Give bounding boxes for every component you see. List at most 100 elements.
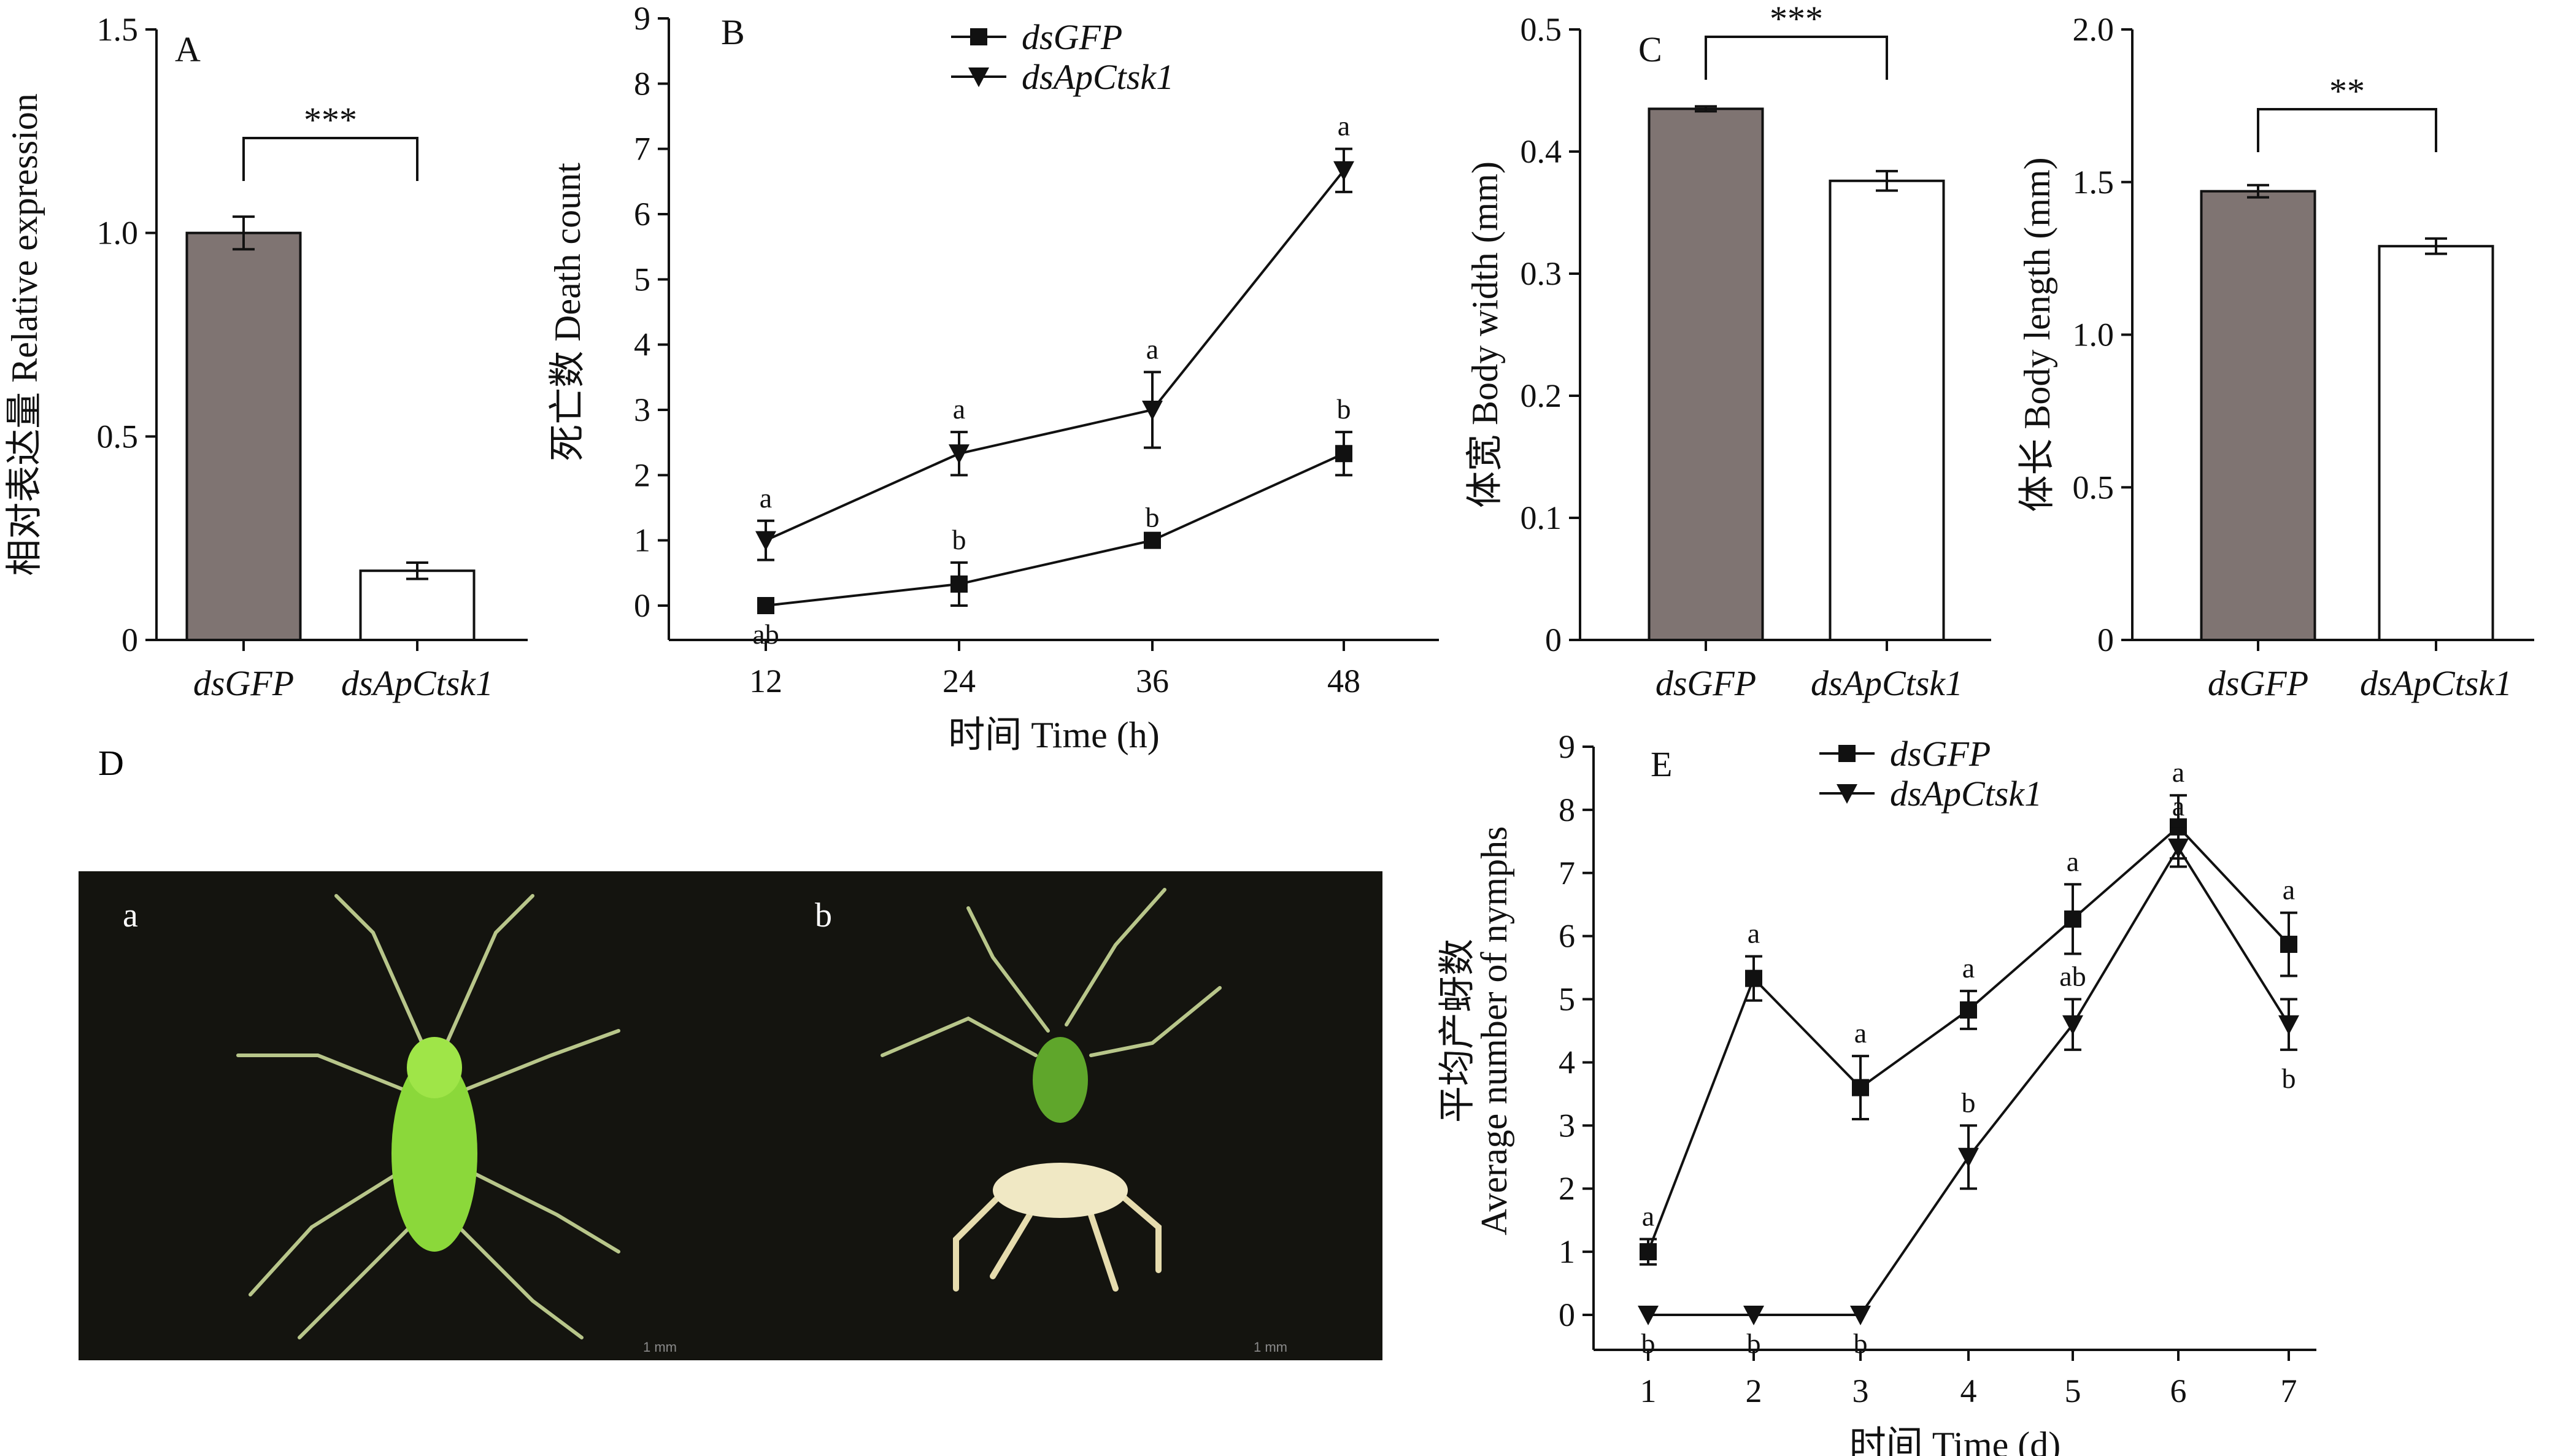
legend-marker-square <box>1838 745 1856 762</box>
series-line <box>765 452 1344 607</box>
x-tick-label: 2 <box>1746 1373 1762 1409</box>
line-chart-1 <box>658 17 1439 651</box>
legend-marker-triangle <box>968 67 989 87</box>
significance-letter: a <box>1642 1201 1654 1232</box>
y-axis-label: 体长 Body length (mm) <box>2017 157 2057 512</box>
y-tick-label: 2 <box>1559 1170 1575 1207</box>
x-tick-label: 48 <box>1327 663 1360 699</box>
legend-label: dsGFP <box>1890 734 1991 774</box>
x-axis-label: 时间 Time (h) <box>948 715 1159 755</box>
significance-bracket <box>242 137 418 181</box>
x-tick-label: dsGFP <box>2208 663 2308 703</box>
significance-stars: *** <box>304 100 357 140</box>
significance-letter: a <box>760 482 772 514</box>
x-tick-label: 4 <box>1960 1373 1977 1409</box>
photo-label-a: a <box>123 896 138 934</box>
bar-chart-3 <box>2121 28 2534 651</box>
x-tick-label: dsGFP <box>193 663 294 703</box>
y-tick-label: 0.3 <box>1521 255 1562 292</box>
panel-label: A <box>175 29 201 69</box>
legend-label: dsApCtsk1 <box>1890 774 2042 814</box>
x-tick-label: 36 <box>1136 663 1169 699</box>
y-tick-label: 1.0 <box>97 215 139 252</box>
significance-letter: b <box>1337 393 1351 425</box>
significance-letter: a <box>1146 333 1158 364</box>
data-point-square <box>1852 1079 1869 1096</box>
y-tick-label: 1.0 <box>2073 317 2114 353</box>
y-tick-label: 0 <box>1559 1296 1575 1333</box>
bar <box>1829 179 1945 641</box>
bar <box>359 569 476 642</box>
x-tick-label: 12 <box>749 663 782 699</box>
y-axis-label: 相对表达量 Relative expression <box>4 93 45 576</box>
data-point-square <box>1640 1243 1657 1261</box>
y-tick-label: 1.5 <box>97 11 139 48</box>
data-point-square <box>2280 936 2297 953</box>
data-point-triangle <box>1638 1306 1659 1325</box>
series-line <box>1648 845 2290 1316</box>
legend-label: dsApCtsk1 <box>1022 57 1174 97</box>
panel-label: B <box>721 12 745 52</box>
bar <box>2200 190 2316 641</box>
x-tick-label: 3 <box>1852 1373 1869 1409</box>
legend-marker-triangle <box>1837 784 1857 804</box>
y-tick-label: 7 <box>634 131 650 168</box>
x-tick-label: dsApCtsk1 <box>341 663 493 703</box>
y-tick-label: 0 <box>634 587 650 624</box>
significance-letter: b <box>952 524 966 555</box>
y-tick-label: 3 <box>1559 1107 1575 1144</box>
x-tick-label: dsGFP <box>1656 663 1756 703</box>
data-point-square <box>757 597 774 614</box>
significance-letter: b <box>1747 1328 1761 1359</box>
significance-bracket <box>2257 108 2437 152</box>
data-point-square <box>1144 531 1161 549</box>
y-tick-label: 8 <box>1559 792 1575 828</box>
photo-ds-apctsk1-aphid: b 1 mm <box>772 871 1382 1360</box>
data-point-triangle <box>755 531 776 551</box>
series-line <box>765 169 1345 542</box>
line-chart-4 <box>1582 745 2316 1361</box>
aphid-healthy-illustration <box>236 894 620 1339</box>
data-point-triangle <box>1142 401 1163 420</box>
y-tick-label: 5 <box>634 261 650 298</box>
bar-chart-0 <box>145 28 528 651</box>
y-tick-label: 0.1 <box>1521 499 1562 536</box>
significance-letter: a <box>2172 790 2184 822</box>
y-tick-label: 1 <box>634 522 650 559</box>
data-point-triangle <box>2168 838 2189 858</box>
y-tick-label: 0.5 <box>1521 11 1562 48</box>
x-tick-label: dsApCtsk1 <box>2360 663 2512 703</box>
y-axis-label: 死亡数 Death count <box>547 163 588 461</box>
panel-label-d: D <box>98 743 124 783</box>
y-tick-label: 1 <box>1559 1233 1575 1270</box>
y-tick-label: 9 <box>634 0 650 37</box>
significance-letter: ab <box>2059 961 2086 992</box>
bar <box>1648 107 1764 642</box>
significance-letter: b <box>1962 1087 1976 1118</box>
significance-letter: ab <box>752 618 779 650</box>
scale-label-b: 1 mm <box>1254 1339 1287 1355</box>
x-tick-label: 5 <box>2065 1373 2081 1409</box>
data-point-triangle <box>1743 1306 1764 1325</box>
y-tick-label: 8 <box>634 65 650 102</box>
data-point-triangle <box>2278 1015 2299 1035</box>
scale-label-a: 1 mm <box>643 1339 677 1355</box>
y-tick-label: 0.5 <box>97 418 139 455</box>
y-tick-label: 5 <box>1559 981 1575 1018</box>
significance-letter: a <box>1338 110 1350 142</box>
y-tick-label: 9 <box>1559 728 1575 765</box>
significance-letter: b <box>1146 502 1160 533</box>
y-tick-label: 0.5 <box>2073 469 2114 506</box>
x-tick-label: 6 <box>2170 1373 2187 1409</box>
data-point-square <box>1745 969 1762 987</box>
significance-letter: a <box>1748 918 1760 949</box>
bar-chart-2 <box>1569 28 1991 651</box>
significance-letter: b <box>1854 1328 1868 1359</box>
legend-label: dsGFP <box>1022 17 1122 57</box>
y-tick-label: 0 <box>1545 622 1562 658</box>
significance-stars: ** <box>2329 71 2365 111</box>
photo-label-b: b <box>815 896 832 934</box>
x-tick-label: 24 <box>943 663 976 699</box>
significance-letter: a <box>2283 874 2295 906</box>
